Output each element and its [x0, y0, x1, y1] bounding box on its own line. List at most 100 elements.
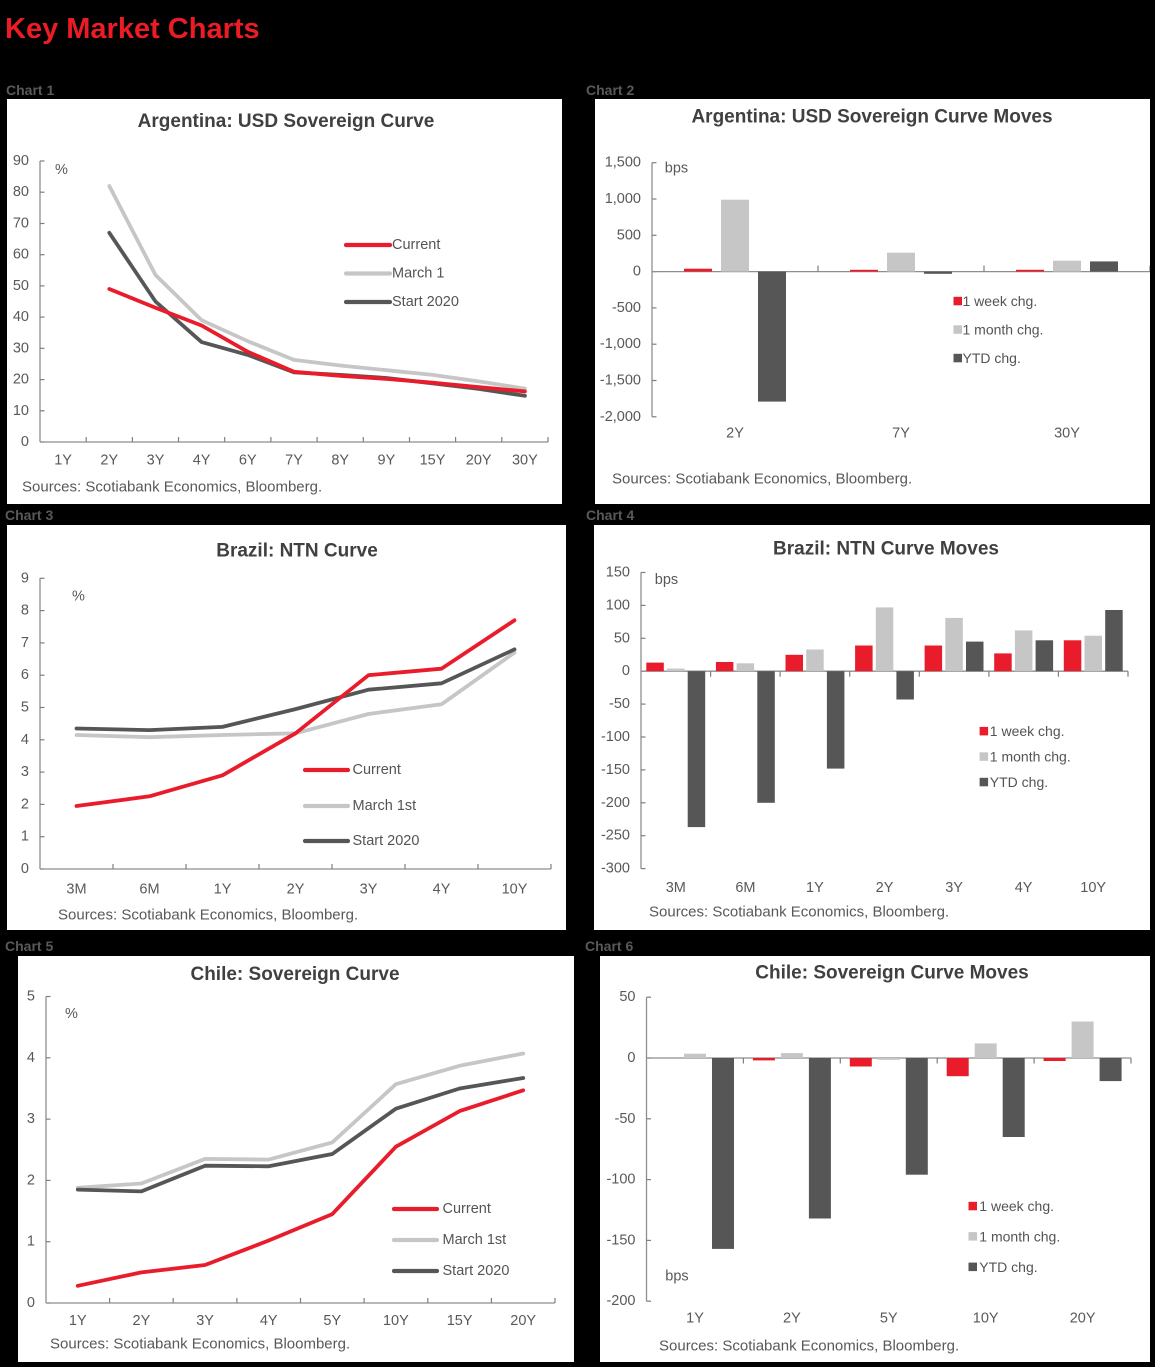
svg-text:1 week chg.: 1 week chg. — [963, 293, 1038, 309]
svg-text:1,500: 1,500 — [605, 155, 641, 171]
svg-text:2: 2 — [27, 1172, 35, 1188]
svg-text:0: 0 — [622, 663, 630, 679]
svg-text:50: 50 — [13, 278, 29, 294]
svg-text:4Y: 4Y — [260, 1313, 278, 1329]
svg-text:3: 3 — [21, 764, 29, 780]
svg-text:30Y: 30Y — [1054, 426, 1080, 442]
svg-text:%: % — [55, 162, 68, 178]
svg-text:Current: Current — [443, 1201, 491, 1217]
svg-text:-100: -100 — [601, 729, 630, 745]
svg-text:Sources: Scotiabank Economics,: Sources: Scotiabank Economics, Bloomberg… — [58, 907, 358, 924]
svg-text:1: 1 — [27, 1234, 35, 1250]
svg-text:1Y: 1Y — [214, 882, 232, 898]
svg-text:1 month chg.: 1 month chg. — [963, 322, 1044, 338]
svg-text:-1,000: -1,000 — [600, 336, 641, 352]
svg-text:-300: -300 — [601, 861, 630, 877]
svg-text:4Y: 4Y — [193, 453, 211, 469]
svg-text:Sources: Scotiabank Economics,: Sources: Scotiabank Economics, Bloomberg… — [649, 904, 949, 921]
svg-text:-200: -200 — [606, 1293, 635, 1309]
svg-text:5Y: 5Y — [323, 1313, 341, 1329]
svg-text:0: 0 — [627, 1050, 635, 1066]
svg-text:0: 0 — [633, 264, 641, 280]
svg-text:500: 500 — [617, 227, 641, 243]
svg-text:20Y: 20Y — [1070, 1311, 1096, 1327]
svg-text:-250: -250 — [601, 828, 630, 844]
svg-text:4Y: 4Y — [433, 882, 451, 898]
svg-text:Current: Current — [353, 762, 401, 778]
svg-text:30Y: 30Y — [512, 453, 538, 469]
svg-text:6M: 6M — [139, 882, 159, 898]
svg-text:7Y: 7Y — [285, 453, 303, 469]
svg-text:1 month chg.: 1 month chg. — [990, 749, 1071, 765]
svg-text:-100: -100 — [606, 1172, 635, 1188]
svg-text:Sources: Scotiabank Economics,: Sources: Scotiabank Economics, Bloomberg… — [22, 479, 322, 496]
svg-text:4: 4 — [27, 1050, 35, 1066]
svg-text:8Y: 8Y — [331, 453, 349, 469]
svg-text:3M: 3M — [66, 882, 86, 898]
svg-text:Brazil: NTN Curve Moves: Brazil: NTN Curve Moves — [773, 539, 999, 560]
svg-text:10Y: 10Y — [1080, 880, 1106, 896]
svg-text:9: 9 — [21, 570, 29, 586]
svg-text:-2,000: -2,000 — [600, 409, 641, 425]
svg-text:-500: -500 — [612, 300, 641, 316]
svg-text:1Y: 1Y — [686, 1311, 704, 1327]
svg-text:0: 0 — [21, 434, 29, 450]
svg-text:2: 2 — [21, 796, 29, 812]
svg-text:Brazil: NTN Curve: Brazil: NTN Curve — [216, 541, 378, 562]
svg-text:%: % — [72, 589, 85, 605]
svg-text:10: 10 — [13, 403, 29, 419]
svg-text:7: 7 — [21, 635, 29, 651]
svg-text:5: 5 — [27, 989, 35, 1005]
svg-text:Chile: Sovereign Curve Moves: Chile: Sovereign Curve Moves — [755, 963, 1028, 984]
svg-text:Start 2020: Start 2020 — [353, 833, 420, 849]
svg-text:1: 1 — [21, 829, 29, 845]
svg-text:Sources: Scotiabank Economics,: Sources: Scotiabank Economics, Bloomberg… — [659, 1338, 959, 1355]
svg-text:1 week chg.: 1 week chg. — [979, 1198, 1054, 1214]
svg-text:YTD chg.: YTD chg. — [979, 1259, 1037, 1275]
svg-text:20Y: 20Y — [510, 1313, 536, 1329]
svg-text:Chile: Sovereign Curve: Chile: Sovereign Curve — [190, 964, 399, 985]
svg-text:YTD chg.: YTD chg. — [990, 774, 1048, 790]
svg-text:1 week chg.: 1 week chg. — [990, 723, 1065, 739]
svg-text:0: 0 — [27, 1295, 35, 1311]
svg-text:Start 2020: Start 2020 — [392, 294, 459, 310]
svg-text:-200: -200 — [601, 795, 630, 811]
svg-text:3Y: 3Y — [945, 880, 963, 896]
svg-text:5: 5 — [21, 700, 29, 716]
svg-text:1Y: 1Y — [806, 880, 824, 896]
svg-text:5Y: 5Y — [880, 1311, 898, 1327]
svg-text:2Y: 2Y — [287, 882, 305, 898]
svg-text:2Y: 2Y — [876, 880, 894, 896]
svg-text:2Y: 2Y — [133, 1313, 151, 1329]
svg-text:2Y: 2Y — [783, 1311, 801, 1327]
svg-text:3: 3 — [27, 1111, 35, 1127]
svg-text:March 1st: March 1st — [353, 798, 417, 814]
svg-text:bps: bps — [665, 161, 688, 177]
svg-text:40: 40 — [13, 309, 29, 325]
svg-text:3M: 3M — [666, 880, 686, 896]
svg-text:50: 50 — [614, 630, 630, 646]
svg-text:-150: -150 — [606, 1232, 635, 1248]
svg-text:March 1st: March 1st — [443, 1232, 507, 1248]
svg-text:2Y: 2Y — [726, 426, 744, 442]
svg-text:-50: -50 — [609, 696, 630, 712]
svg-text:1,000: 1,000 — [605, 191, 641, 207]
svg-text:4Y: 4Y — [1015, 880, 1033, 896]
svg-text:Start 2020: Start 2020 — [443, 1263, 510, 1279]
svg-text:70: 70 — [13, 216, 29, 232]
svg-text:3Y: 3Y — [360, 882, 378, 898]
svg-text:1 month chg.: 1 month chg. — [979, 1228, 1060, 1244]
svg-text:90: 90 — [13, 153, 29, 169]
svg-text:1Y: 1Y — [54, 453, 72, 469]
svg-text:6Y: 6Y — [239, 453, 257, 469]
svg-text:7Y: 7Y — [892, 426, 910, 442]
svg-text:Sources: Scotiabank Economics,: Sources: Scotiabank Economics, Bloomberg… — [50, 1336, 350, 1353]
svg-text:6: 6 — [21, 667, 29, 683]
svg-text:-1,500: -1,500 — [600, 373, 641, 389]
svg-text:60: 60 — [13, 247, 29, 263]
svg-text:Argentina: USD Sovereign Curve: Argentina: USD Sovereign Curve — [138, 111, 435, 132]
svg-text:Argentina: USD Sovereign Curve: Argentina: USD Sovereign Curve Moves — [691, 107, 1052, 128]
svg-text:10Y: 10Y — [383, 1313, 409, 1329]
svg-text:20Y: 20Y — [466, 453, 492, 469]
svg-text:15Y: 15Y — [420, 453, 446, 469]
